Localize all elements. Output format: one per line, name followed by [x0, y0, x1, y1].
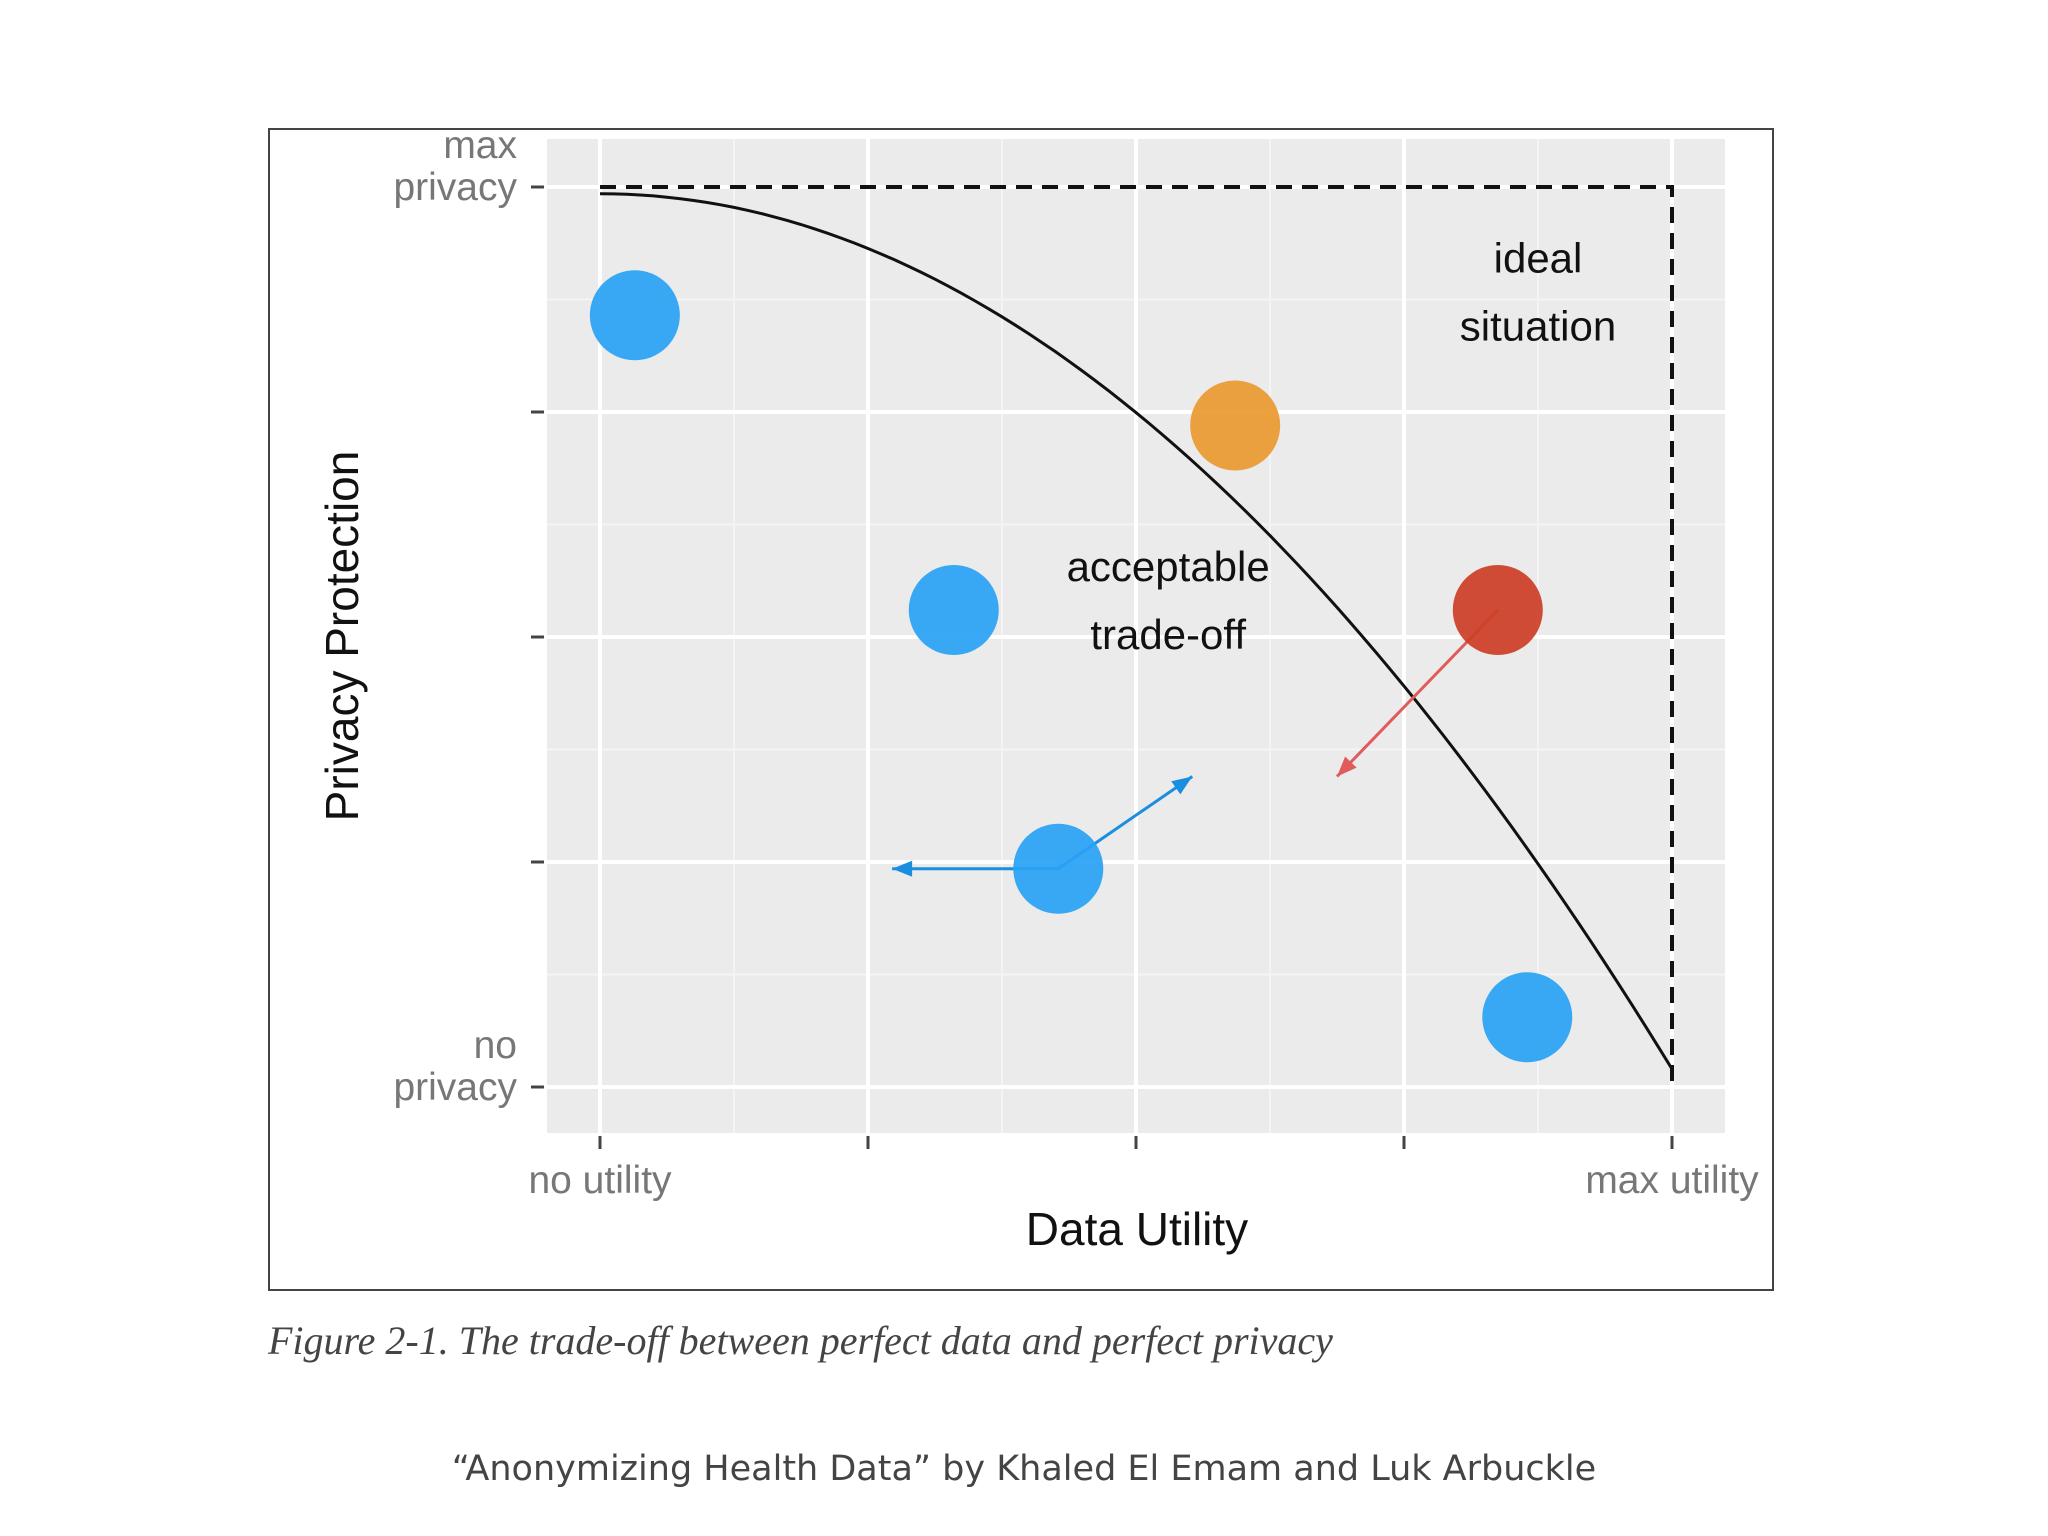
data-point — [1190, 380, 1281, 471]
ideal-situation-boundary — [600, 185, 1674, 1087]
arrow-head — [1171, 776, 1193, 795]
arrow-head — [892, 860, 913, 877]
data-point — [1013, 823, 1104, 914]
x-tick-label: no utility — [528, 1159, 672, 1202]
axis-ticks — [531, 185, 1674, 1149]
annotation: ideal situation — [1460, 235, 1616, 350]
data-point — [908, 565, 999, 655]
arrow-head — [1337, 756, 1357, 777]
y-tick-label: no privacy — [393, 1024, 517, 1109]
chart-figure: ideal situation acceptable trade-off no uti… — [268, 124, 1774, 1291]
annotation: acceptable trade-off — [1067, 543, 1270, 658]
ideal-boundary-line — [600, 185, 1674, 1087]
data-point — [1482, 972, 1573, 1063]
book-credit: “Anonymizing Health Data” by Khaled El E… — [451, 1449, 1597, 1489]
tick-labels: no utility max utility no privacy max privacy — [393, 124, 1759, 1202]
data-point — [1452, 565, 1543, 655]
y-tick-label: max privacy — [393, 124, 517, 209]
x-axis-label: Data Utility — [1026, 1203, 1248, 1255]
x-tick-label: max utility — [1585, 1159, 1759, 1202]
annotations: ideal situation acceptable trade-off — [1067, 235, 1617, 658]
trade-off-curve — [599, 192, 1674, 1070]
data-points — [589, 270, 1573, 1063]
y-axis-label: Privacy Protection — [316, 451, 368, 822]
figure-caption: Figure 2-1. The trade-off between perfec… — [268, 1318, 1333, 1363]
data-point — [589, 270, 680, 361]
